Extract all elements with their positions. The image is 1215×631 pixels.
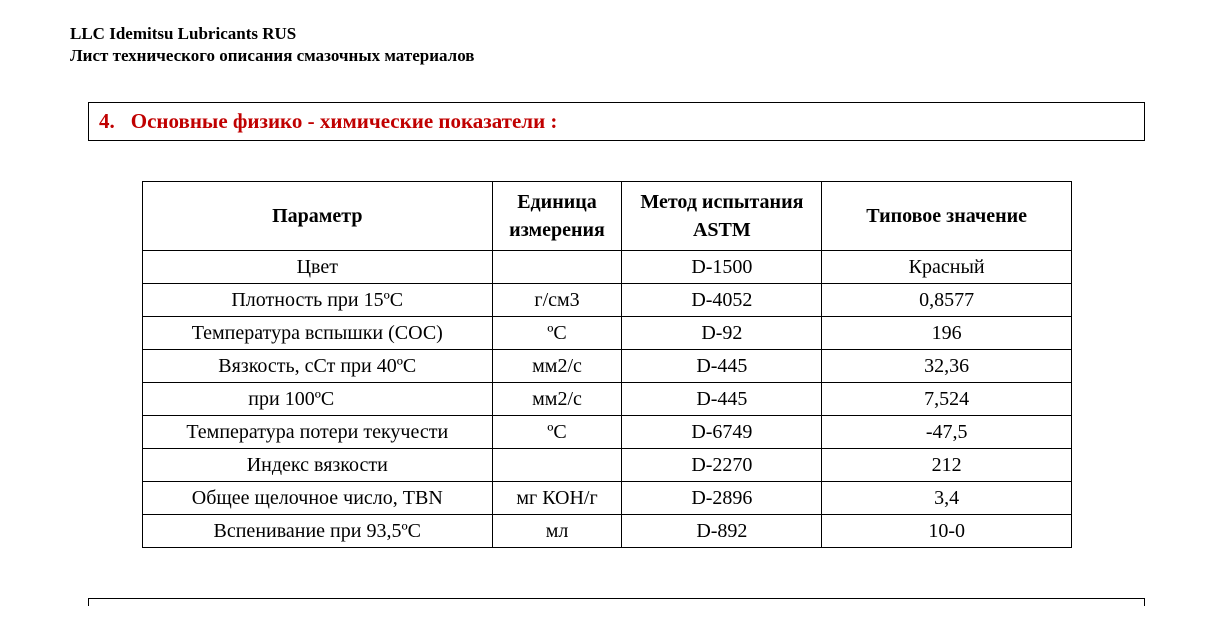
cell-method: D-1500 (622, 251, 822, 284)
table-row: Индекс вязкости D-2270212 (143, 449, 1072, 482)
cell-method: D-892 (622, 515, 822, 548)
next-section-box-top (88, 598, 1145, 606)
table-row: Вспенивание при 93,5ºСмлD-89210-0 (143, 515, 1072, 548)
cell-unit: мл (492, 515, 622, 548)
column-header-parameter: Параметр (143, 182, 493, 251)
cell-unit: ºС (492, 317, 622, 350)
cell-parameter: Температура потери текучести (143, 416, 493, 449)
column-header-unit: Единица измерения (492, 182, 622, 251)
table-row: Общее щелочное число, TBNмг КОН/гD-28963… (143, 482, 1072, 515)
properties-table: Параметр Единица измерения Метод испытан… (142, 181, 1072, 548)
cell-unit: ºС (492, 416, 622, 449)
cell-method: D-6749 (622, 416, 822, 449)
cell-parameter: при 100ºС (143, 383, 493, 416)
cell-method: D-92 (622, 317, 822, 350)
table-header-row: Параметр Единица измерения Метод испытан… (143, 182, 1072, 251)
table-body: ЦветD-1500КрасныйПлотность при 15ºСг/см3… (143, 251, 1072, 548)
table-row: Вязкость, сСт при 40ºСмм2/сD-44532,36 (143, 350, 1072, 383)
cell-value: 7,524 (822, 383, 1072, 416)
column-header-value: Типовое значение (822, 182, 1072, 251)
cell-unit (492, 251, 622, 284)
document-subtitle: Лист технического описания смазочных мат… (70, 46, 1145, 66)
cell-parameter: Вспенивание при 93,5ºС (143, 515, 493, 548)
cell-unit (492, 449, 622, 482)
column-header-method: Метод испытания ASTM (622, 182, 822, 251)
section-title-text: Основные физико - химические показатели … (131, 109, 558, 133)
cell-unit: мг КОН/г (492, 482, 622, 515)
table-row: Температура потери текучестиºСD-6749-47,… (143, 416, 1072, 449)
table-row: Плотность при 15ºСг/см3D-40520,8577 (143, 284, 1072, 317)
cell-value: 10-0 (822, 515, 1072, 548)
cell-parameter: Плотность при 15ºС (143, 284, 493, 317)
cell-value: 196 (822, 317, 1072, 350)
cell-unit: мм2/с (492, 383, 622, 416)
company-name: LLC Idemitsu Lubricants RUS (70, 24, 1145, 44)
cell-value: 32,36 (822, 350, 1072, 383)
cell-value: 3,4 (822, 482, 1072, 515)
cell-value: 212 (822, 449, 1072, 482)
cell-value: -47,5 (822, 416, 1072, 449)
section-heading-box: 4. Основные физико - химические показате… (88, 102, 1145, 141)
cell-parameter: Вязкость, сСт при 40ºС (143, 350, 493, 383)
cell-method: D-2896 (622, 482, 822, 515)
cell-unit: г/см3 (492, 284, 622, 317)
table-row: Температура вспышки (СОС)ºСD-92196 (143, 317, 1072, 350)
cell-parameter: Температура вспышки (СОС) (143, 317, 493, 350)
cell-unit: мм2/с (492, 350, 622, 383)
table-row: при 100ºСмм2/сD-4457,524 (143, 383, 1072, 416)
section-number: 4. (99, 109, 115, 133)
cell-value: 0,8577 (822, 284, 1072, 317)
table-row: Цвет D-1500Красный (143, 251, 1072, 284)
cell-method: D-445 (622, 383, 822, 416)
cell-method: D-4052 (622, 284, 822, 317)
cell-parameter: Индекс вязкости (143, 449, 493, 482)
cell-value: Красный (822, 251, 1072, 284)
cell-method: D-445 (622, 350, 822, 383)
cell-parameter: Общее щелочное число, TBN (143, 482, 493, 515)
cell-method: D-2270 (622, 449, 822, 482)
cell-parameter: Цвет (143, 251, 493, 284)
